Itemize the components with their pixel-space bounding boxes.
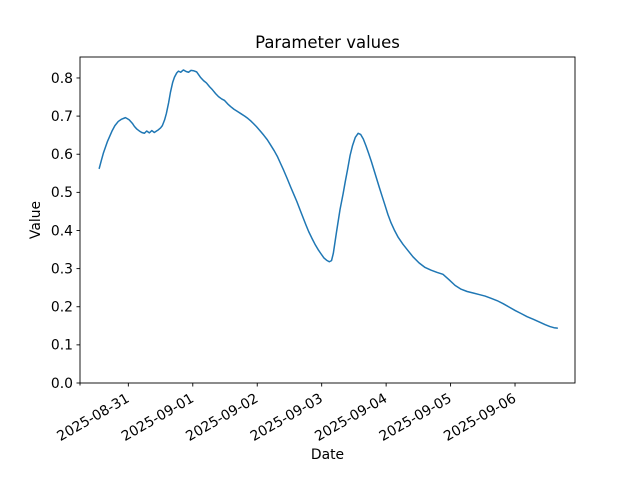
x-axis-label: Date	[311, 447, 344, 463]
x-tick-label: 2025-08-31	[54, 391, 132, 445]
x-tick-label: 2025-09-06	[441, 391, 519, 445]
y-axis-ticks: 0.0 0.1 0.2 0.3 0.4 0.5 0.6 0.7 0.8	[51, 71, 80, 392]
y-tick-label: 0.7	[51, 109, 73, 125]
y-tick-label: 0.5	[51, 185, 73, 201]
y-tick-label: 0.0	[51, 376, 73, 392]
x-tick-label: 2025-09-04	[312, 391, 390, 445]
y-tick-label: 0.4	[51, 223, 73, 239]
data-series-line	[98, 69, 559, 329]
plot-border	[79, 56, 576, 384]
x-tick-label: 2025-09-03	[248, 391, 326, 445]
x-tick-label: 2025-09-01	[119, 391, 197, 445]
x-axis-ticks: 2025-08-312025-09-012025-09-022025-09-03…	[54, 383, 519, 445]
y-tick-label: 0.6	[51, 147, 73, 163]
y-tick-label: 0.2	[51, 300, 73, 316]
y-axis-label: Value	[28, 201, 44, 239]
x-tick-label: 2025-09-02	[183, 391, 261, 445]
chart-title: Parameter values	[255, 33, 400, 52]
y-tick-label: 0.8	[51, 71, 73, 87]
y-tick-label: 0.3	[51, 261, 73, 277]
x-tick-label: 2025-09-05	[377, 391, 455, 445]
y-tick-label: 0.1	[51, 338, 73, 354]
